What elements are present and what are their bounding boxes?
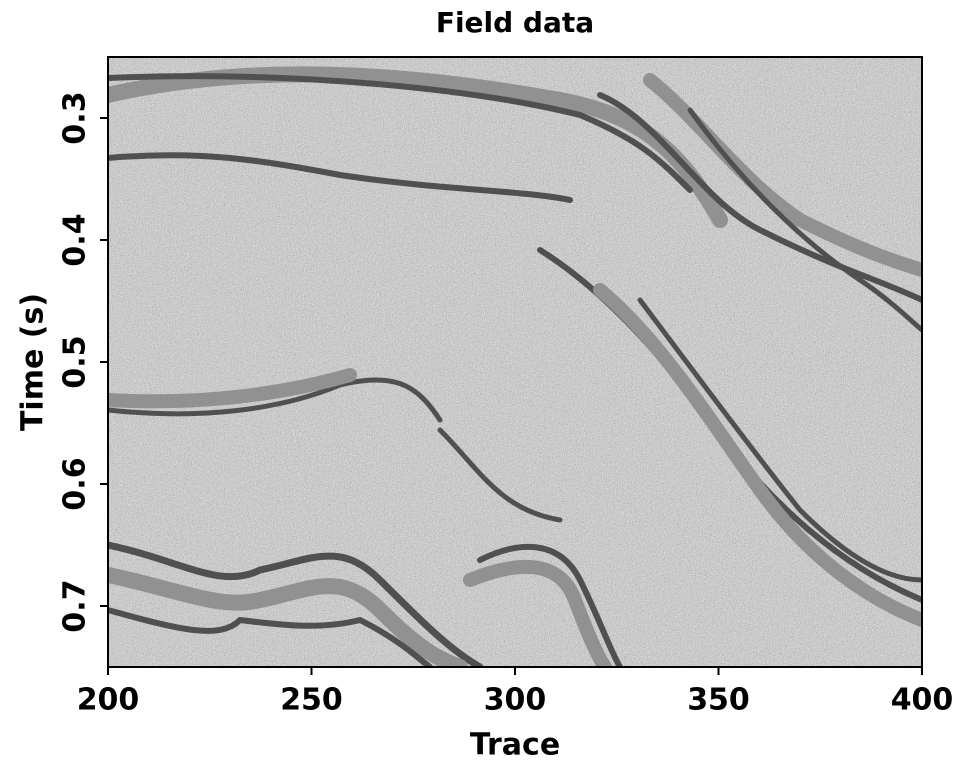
chart-title: Field data: [436, 6, 594, 39]
x-tick-label: 400: [891, 683, 954, 718]
y-tick-label: 0.4: [58, 213, 93, 266]
x-tick-label: 300: [484, 683, 547, 718]
x-axis-label: Trace: [470, 728, 560, 763]
y-tick-label: 0.5: [58, 335, 93, 388]
x-tick-label: 350: [687, 683, 750, 718]
y-axis-label: Time (s): [16, 293, 51, 431]
y-tick-label: 0.3: [58, 91, 93, 144]
x-tick-label: 200: [77, 683, 140, 718]
speckle: [108, 57, 922, 667]
y-tick-label: 0.7: [58, 579, 93, 632]
x-tick-label: 250: [280, 683, 343, 718]
y-tick-label: 0.6: [58, 457, 93, 510]
seismic-image: [108, 57, 922, 667]
